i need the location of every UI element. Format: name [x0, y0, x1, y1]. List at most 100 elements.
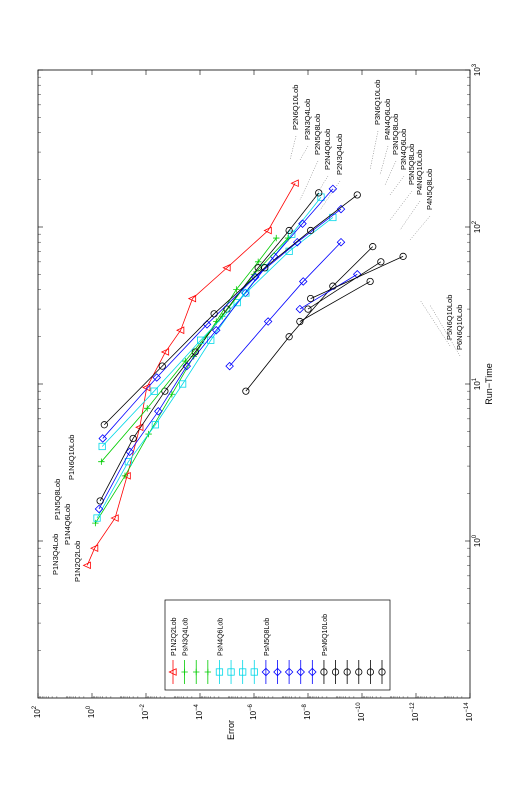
legend-entry	[239, 660, 247, 684]
diamond-marker	[292, 237, 302, 247]
legend-entry	[227, 660, 235, 684]
series-P6N6Q10Lob	[296, 277, 374, 326]
annotation-label: P5N6Q10Lob	[445, 295, 454, 340]
circle-marker	[399, 252, 407, 260]
circle-marker	[355, 668, 363, 676]
x-tick-label: 101	[472, 377, 483, 390]
legend-entry: P1N2Q2Lob	[168, 617, 178, 684]
circle-marker	[304, 305, 312, 313]
series-P1N2Q2Lob	[82, 179, 299, 570]
x-tick-label-text: 103	[472, 63, 483, 76]
diamond-marker	[284, 667, 294, 677]
legend-label: P1N2Q2Lob	[171, 617, 178, 656]
annotation-label: P3N3Q4Lob	[303, 99, 312, 140]
annotation-label: P4N4Q6Lob	[383, 99, 392, 140]
circle-marker	[158, 362, 166, 370]
circle-marker	[129, 434, 137, 443]
triangle-marker	[122, 472, 131, 480]
legend-entry	[273, 660, 282, 684]
circle-marker	[261, 264, 269, 272]
diamond-marker	[298, 219, 307, 228]
annotation-label: P1N5Q8Lob	[53, 479, 62, 520]
legend-label: PsN4Q6Lob	[217, 618, 224, 656]
series-P2N2Q2Lob	[225, 237, 346, 371]
y-tick-label: 102	[32, 705, 43, 718]
plus-marker	[182, 357, 189, 365]
diamond-marker	[261, 667, 271, 677]
annotation-leader	[309, 175, 329, 206]
plus-marker	[181, 668, 188, 676]
y-tick-label-text: 10−12	[410, 702, 421, 722]
x-tick-label: 100	[472, 534, 483, 547]
y-tick-label-text: 10−10	[356, 702, 367, 722]
legend-label: PsN6Q10Lob	[322, 614, 329, 656]
series-line	[307, 261, 382, 310]
legend-entry	[284, 660, 294, 684]
series-P1N5Q8Lob	[94, 184, 338, 514]
y-tick-label-text: 10−4	[194, 703, 205, 719]
series-line	[299, 273, 358, 310]
series-PsN4Q6Lob	[98, 213, 337, 451]
triangle-marker	[290, 179, 299, 188]
legend-label: PsN5Q8Lob	[264, 618, 271, 656]
plus-marker	[168, 391, 176, 398]
annotation-leader	[419, 299, 451, 347]
y-axis-label: Error	[226, 720, 236, 740]
square-marker	[239, 668, 247, 676]
circle-marker	[96, 497, 104, 505]
annotation-label: P1N4Q6Lob	[63, 504, 72, 545]
series-line	[299, 281, 371, 322]
triangle-marker	[187, 294, 197, 303]
triangle-marker	[168, 668, 177, 676]
square-marker	[250, 668, 258, 676]
legend-entry	[366, 660, 374, 684]
plus-marker	[193, 668, 200, 676]
circle-marker	[366, 668, 374, 676]
annotation-label: P2N5Q8Lob	[313, 114, 322, 155]
diamond-marker	[152, 373, 162, 382]
circle-marker	[343, 668, 351, 676]
diamond-marker	[225, 361, 234, 371]
plus-marker	[233, 286, 240, 293]
circle-marker	[307, 294, 315, 303]
annotation-leader	[369, 130, 379, 171]
annotation-label: P3N4Q6Lob	[399, 129, 408, 170]
diamond-marker	[336, 204, 346, 214]
y-tick-label-text: 10−6	[248, 703, 259, 719]
diamond-marker	[94, 504, 104, 514]
circle-marker	[377, 258, 385, 266]
legend-entry: PsN6Q10Lob	[320, 614, 329, 684]
circle-marker	[100, 421, 108, 429]
triangle-marker	[222, 263, 231, 272]
diamond-marker	[211, 325, 221, 335]
y-tick-label: 10−12	[410, 702, 421, 722]
series-line	[102, 208, 342, 439]
annotation-leader	[409, 215, 431, 241]
annotation-label: P6N6Q10Lob	[455, 305, 464, 350]
circle-marker	[285, 333, 293, 341]
y-tick-label: 10−8	[302, 703, 313, 719]
square-marker	[227, 668, 235, 676]
series-line	[245, 246, 374, 392]
circle-marker	[320, 668, 328, 676]
square-marker	[215, 668, 224, 676]
annotation-leader	[319, 180, 341, 211]
y-tick-label: 10−14	[464, 702, 475, 722]
circle-marker	[315, 189, 323, 197]
series-layer	[82, 179, 407, 570]
series-P4N5Q8Lob	[304, 258, 385, 313]
series-line	[86, 183, 296, 566]
legend-entry: PsN4Q6Lob	[215, 618, 224, 684]
plus-marker	[219, 313, 226, 320]
x-tick-label: 103	[472, 63, 483, 76]
circle-marker	[353, 191, 361, 199]
diamond-marker	[263, 317, 273, 326]
annotation-label: P2N6Q10Lob	[291, 85, 300, 130]
legend-entry: PsN5Q8Lob	[261, 618, 271, 684]
y-tick-label: 10−10	[356, 702, 367, 722]
series-P3N5Q8Lob	[295, 269, 362, 314]
plus-marker	[144, 405, 151, 412]
annotation-label: P4N6Q10Lob	[415, 150, 424, 195]
square-marker	[151, 421, 159, 429]
y-tick-label-text: 10−8	[302, 703, 313, 719]
